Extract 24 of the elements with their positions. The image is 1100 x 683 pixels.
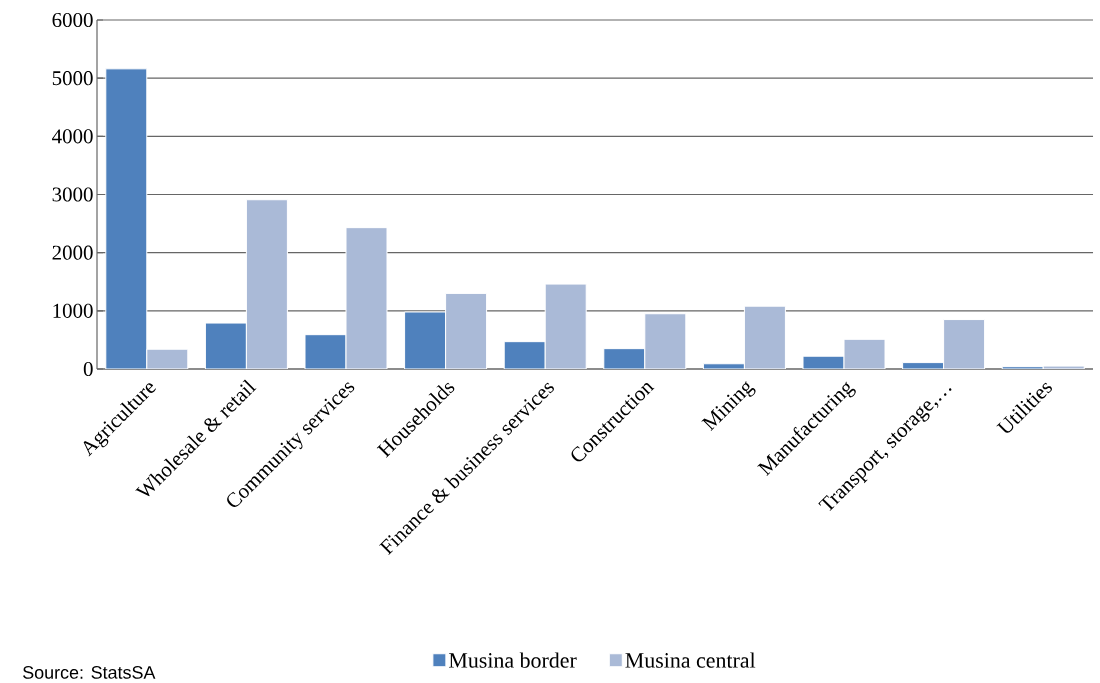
y-tick-label: 5000 <box>52 71 93 86</box>
y-tick-label: 2000 <box>52 245 93 260</box>
legend-label: Musina border <box>448 652 577 668</box>
bar <box>504 341 546 369</box>
bar <box>404 312 446 369</box>
y-tick-label: 6000 <box>52 12 93 28</box>
bar <box>545 284 587 369</box>
bar <box>105 68 147 369</box>
bar <box>844 339 886 369</box>
y-tick-label: 4000 <box>52 129 93 144</box>
bar <box>305 334 346 369</box>
bar <box>943 319 985 369</box>
source-note: Source: StatsSA <box>23 666 156 679</box>
bar <box>445 293 487 369</box>
bar <box>644 313 686 369</box>
legend-label: Musina central <box>625 652 756 668</box>
bar <box>603 348 645 369</box>
y-tick-label: 3000 <box>52 187 93 202</box>
y-tick-label: 0 <box>83 361 93 377</box>
y-tick-label: 1000 <box>53 303 93 318</box>
bar <box>744 306 786 369</box>
bar <box>346 227 387 369</box>
bar <box>246 199 288 369</box>
bar <box>205 323 247 369</box>
